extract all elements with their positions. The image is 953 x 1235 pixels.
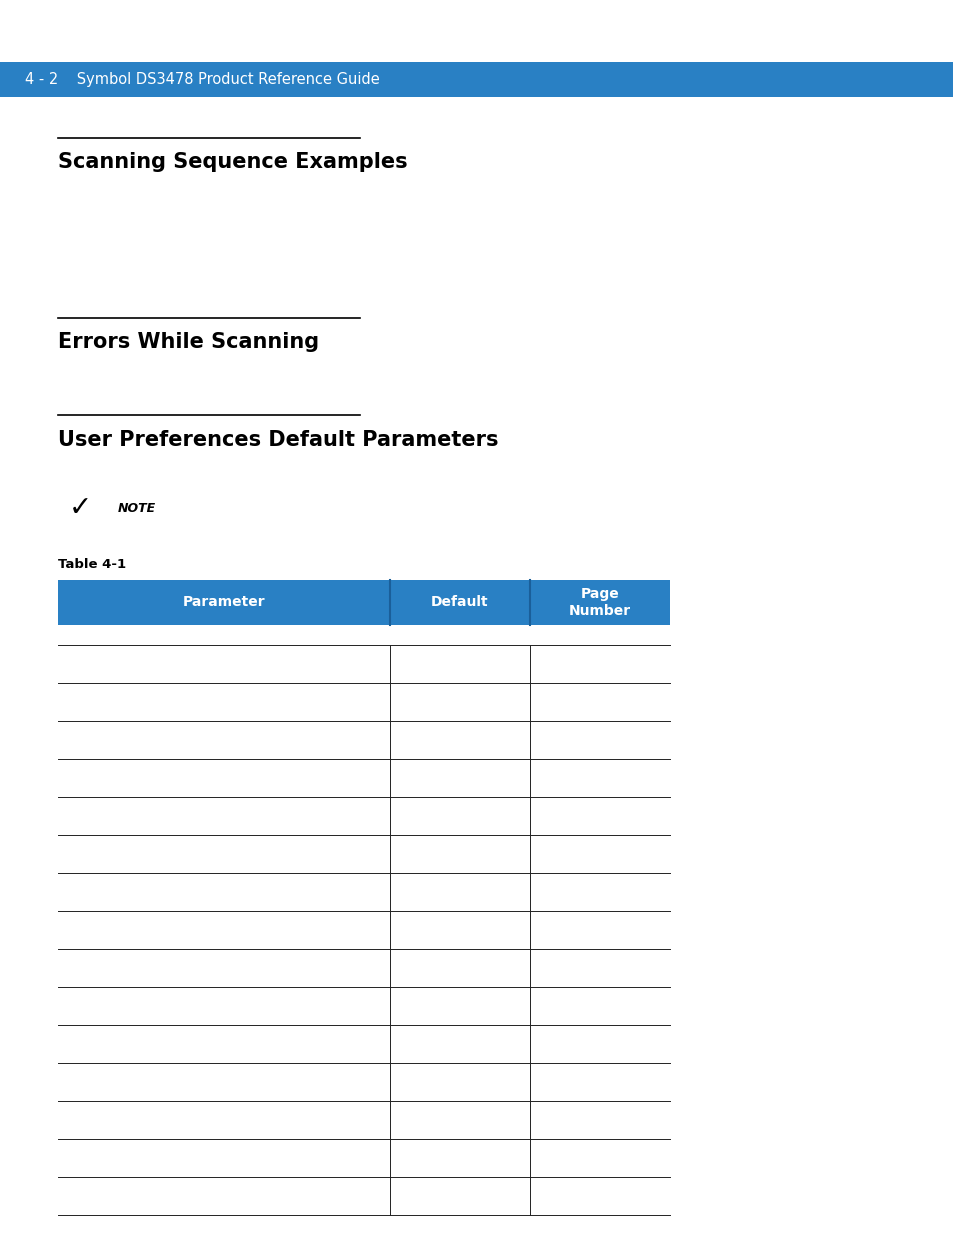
Text: ✓: ✓ (69, 494, 91, 522)
Text: Default: Default (431, 595, 488, 610)
Text: Scanning Sequence Examples: Scanning Sequence Examples (58, 152, 407, 172)
Text: Parameter: Parameter (182, 595, 265, 610)
Text: User Preferences Default Parameters: User Preferences Default Parameters (58, 430, 498, 450)
Text: Page
Number: Page Number (568, 588, 630, 618)
Text: Errors While Scanning: Errors While Scanning (58, 332, 319, 352)
Text: NOTE: NOTE (118, 501, 156, 515)
Text: Table 4-1: Table 4-1 (58, 558, 126, 571)
Text: 4 - 2    Symbol DS3478 Product Reference Guide: 4 - 2 Symbol DS3478 Product Reference Gu… (25, 72, 379, 86)
Bar (0, 62, 953, 98)
Bar (58, 580, 669, 625)
